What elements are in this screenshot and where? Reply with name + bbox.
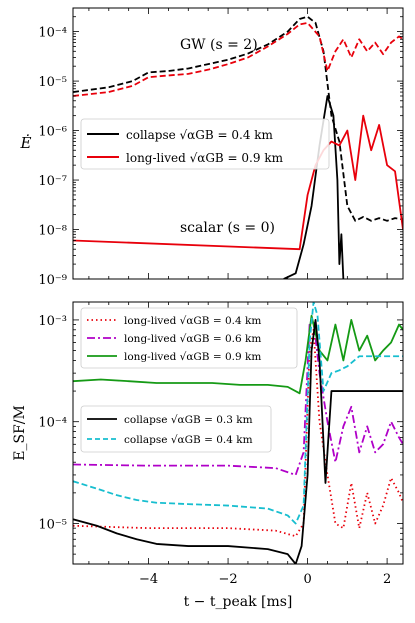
bottom-x-tick-label-2: 0 [303,572,311,587]
legend-label-collapse-0.3: collapse √αGB = 0.3 km [124,414,253,426]
x-axis-label: t − t_peak [ms] [184,594,293,610]
bottom-series-collapse-gb-0.3-km-3 [73,319,403,564]
bottom-legend-collapse: collapse √αGB = 0.3 km collapse √αGB = 0… [80,405,272,453]
top-ticks: 10⁻⁹ 10⁻⁸ 10⁻⁷ 10⁻⁶ 10⁻⁵ 10⁻⁴ [38,7,403,288]
top-y-tick-label-0: 10⁻⁹ [38,273,67,288]
top-series-scalar-collapse-gb-0.4-km-2 [283,95,345,279]
top-plot-frame [72,7,404,280]
bottom-series-long-lived-gb-0.9-km-2 [73,314,403,395]
annotation-scalar: scalar (s = 0) [180,220,275,236]
top-y-axis-label: Ė [20,134,32,152]
legend-label-longlived-0.6: long-lived √αGB = 0.6 km [124,333,261,345]
bottom-legend-collapse-box [80,405,272,453]
bottom-series-collapse-gb-0.4-km-4 [73,302,403,525]
top-y-tick-label-2: 10⁻⁷ [38,174,67,189]
top-y-tick-label-3: 10⁻⁶ [38,125,67,140]
bottom-ticks: 10⁻⁵ 10⁻⁴ 10⁻³ −4 −2 0 2 [38,302,403,587]
bottom-y-tick-label-1: 10⁻⁴ [38,416,67,431]
bottom-x-tick-label-1: −2 [218,572,237,587]
bottom-legend-longlived-box [80,307,298,369]
bottom-plot-frame [72,301,404,565]
top-y-tick-label-5: 10⁻⁴ [38,26,67,41]
top-y-tick-label-1: 10⁻⁸ [38,224,67,239]
bottom-legend-longlived: long-lived √αGB = 0.4 km long-lived √αGB… [80,307,298,369]
bottom-y-axis-label: E_SF/M [12,405,28,461]
panel-scalar-energy: 10⁻⁵ 10⁻⁴ 10⁻³ −4 −2 0 2 E_SF/M t − t_peak [ms… [12,301,404,610]
bottom-x-tick-label-3: 2 [383,572,391,587]
top-series-scalar-long-lived-gb-0.9-km-3 [73,114,403,251]
top-legend-box [80,118,330,170]
top-legend: collapse √αGB = 0.4 km long-lived √αGB =… [80,118,330,170]
top-series-gw-long-lived-gb-0.9-km-1 [73,21,403,97]
top-series-gw-collapse-gb-0.4-km-0 [73,15,403,222]
bottom-y-tick-label-0: 10⁻⁵ [38,517,67,532]
top-y-tick-label-4: 10⁻⁵ [38,75,67,90]
bottom-y-tick-label-2: 10⁻³ [38,314,67,329]
bottom-series-long-lived-gb-0.4-km-0 [73,328,403,538]
legend-label-longlived-0.4: long-lived √αGB = 0.4 km [124,315,261,327]
bottom-series-long-lived-gb-0.6-km-1 [73,319,403,476]
bottom-series-group [73,302,403,564]
legend-label-longlived-0.9: long-lived √αGB = 0.9 km [126,151,284,165]
legend-label-collapse-0.4: collapse √αGB = 0.4 km [126,128,274,142]
legend-label-longlived-0.9b: long-lived √αGB = 0.9 km [124,351,261,363]
annotation-gw: GW (s = 2) [180,37,258,53]
panel-energy-flux: 10⁻⁹ 10⁻⁸ 10⁻⁷ 10⁻⁶ 10⁻⁵ 10⁻⁴ Ė GW (s = 2) sc… [20,7,404,288]
top-series-group [73,15,403,279]
legend-label-collapse-0.4b: collapse √αGB = 0.4 km [124,434,253,446]
bottom-x-tick-label-0: −4 [139,572,158,587]
